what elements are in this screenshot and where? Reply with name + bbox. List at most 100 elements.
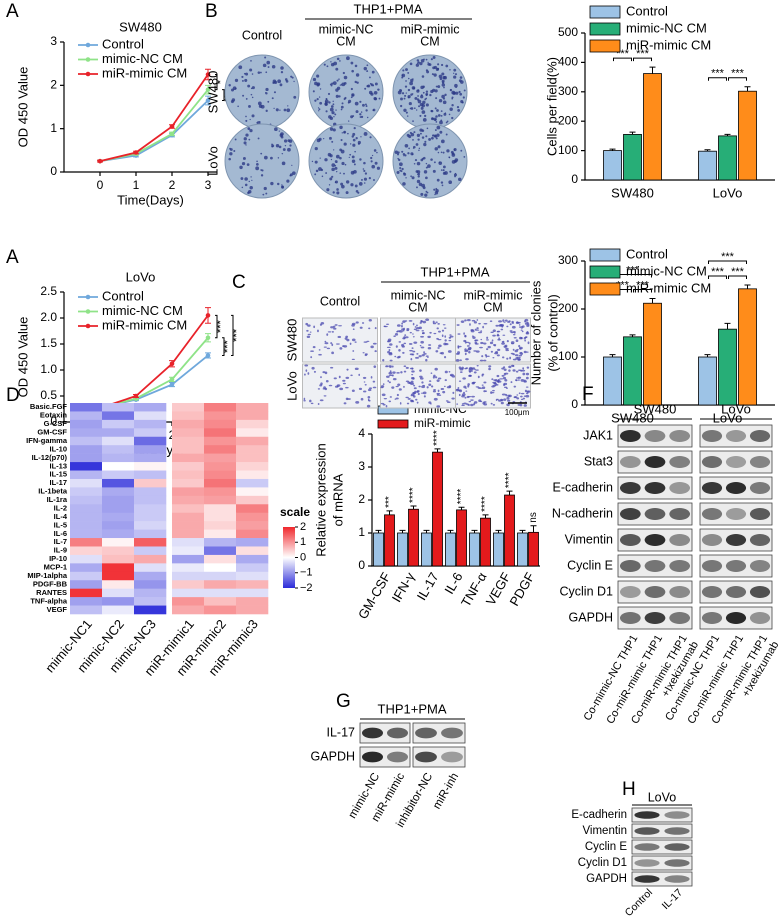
- error-bar: [506, 490, 513, 496]
- cell: [398, 348, 401, 352]
- colony: [363, 182, 366, 184]
- colony: [274, 127, 278, 132]
- significance: ****: [432, 430, 443, 446]
- colony: [350, 61, 354, 65]
- colony: [343, 172, 345, 175]
- heat-cell: [236, 403, 269, 412]
- cell: [480, 338, 483, 341]
- colony: [405, 68, 408, 72]
- column-header: CM: [336, 34, 355, 48]
- colony: [315, 169, 319, 173]
- colony: [293, 80, 295, 83]
- colony: [245, 133, 249, 137]
- colony: [425, 190, 428, 193]
- cell: [492, 334, 496, 337]
- cell: [483, 359, 487, 362]
- colony: [289, 174, 292, 177]
- cell: [387, 379, 390, 383]
- colony: [266, 60, 271, 65]
- heat-cell: [70, 504, 103, 514]
- cell: [373, 365, 377, 369]
- cell: [421, 381, 424, 384]
- heat-cell: [236, 529, 269, 539]
- heat-cell: [102, 521, 135, 530]
- blot-strip: [699, 502, 773, 526]
- bar: [643, 302, 662, 406]
- cell: [323, 386, 326, 389]
- blot-band: [387, 727, 408, 739]
- heat-cell: [70, 538, 103, 547]
- cell: [483, 381, 487, 384]
- x-tick-label: IFN-γ: [389, 569, 418, 604]
- colony: [403, 155, 405, 157]
- colony: [344, 163, 347, 166]
- bracket: [222, 337, 225, 356]
- y-axis-label: Relative expression: [313, 443, 328, 556]
- blot-band: [669, 456, 691, 468]
- cell: [407, 381, 411, 384]
- heat-cell: [102, 453, 135, 463]
- cell: [411, 370, 415, 373]
- colony: [425, 103, 429, 107]
- colony: [339, 172, 342, 174]
- colony: [360, 111, 363, 113]
- colony: [401, 150, 404, 153]
- colony: [237, 105, 239, 108]
- colony: [343, 75, 348, 80]
- cell: [305, 322, 309, 326]
- cell: [461, 404, 465, 406]
- cell: [354, 367, 359, 371]
- colony: [363, 132, 368, 136]
- colony: [243, 141, 247, 145]
- cell: [412, 350, 416, 353]
- colony: [259, 71, 262, 74]
- colony: [314, 99, 317, 102]
- colony: [359, 113, 362, 116]
- y-tick-label: 3: [50, 34, 57, 48]
- colony: [281, 161, 286, 166]
- colony: [267, 66, 270, 69]
- colony: [281, 185, 285, 189]
- colony: [378, 97, 381, 100]
- bracket: [728, 77, 747, 81]
- colony: [442, 100, 447, 105]
- blot-band: [701, 586, 723, 598]
- colony: [432, 135, 434, 137]
- colony: [369, 82, 372, 85]
- colony: [401, 167, 404, 171]
- cell: [506, 357, 509, 360]
- colony: [419, 62, 423, 66]
- colony: [436, 109, 439, 112]
- cell: [526, 366, 530, 369]
- colony: [341, 132, 343, 134]
- colony: [284, 78, 288, 81]
- cell: [309, 331, 312, 333]
- cell: [389, 359, 393, 362]
- colony: [260, 174, 264, 177]
- colony: [416, 98, 420, 101]
- blot-band: [619, 456, 641, 468]
- colony: [437, 63, 440, 66]
- heat-cell: [204, 495, 237, 505]
- blot-band: [619, 534, 641, 546]
- point: [205, 353, 211, 358]
- colony: [425, 162, 428, 165]
- point: [133, 150, 139, 155]
- error-bar: [704, 149, 711, 152]
- colony: [403, 172, 407, 176]
- cell: [474, 368, 476, 371]
- colony: [271, 97, 274, 100]
- heat-cell: [172, 419, 205, 429]
- colony: [441, 83, 446, 87]
- cell: [396, 324, 401, 327]
- colony: [376, 166, 381, 170]
- colony: [234, 78, 239, 83]
- colony: [335, 109, 337, 111]
- heat-cell: [134, 428, 167, 438]
- cell: [345, 335, 349, 338]
- cell: [330, 326, 334, 329]
- colony: [451, 116, 454, 120]
- cell: [380, 385, 385, 388]
- cell: [407, 397, 411, 400]
- cell: [362, 352, 365, 354]
